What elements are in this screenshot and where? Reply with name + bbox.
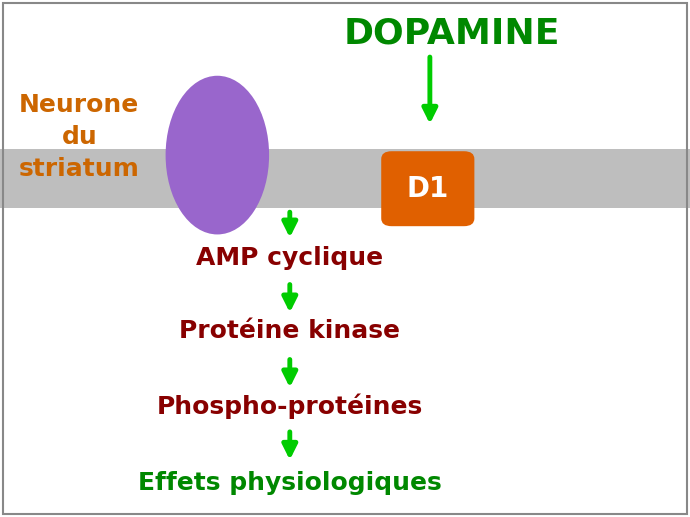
Text: D1: D1 (406, 175, 449, 203)
Bar (0, 149, 690, 208)
Text: AMP cyclique: AMP cyclique (196, 247, 384, 270)
Text: Protéine kinase: Protéine kinase (179, 319, 400, 343)
Text: Effets physiologiques: Effets physiologiques (138, 472, 442, 495)
Text: DOPAMINE: DOPAMINE (344, 17, 560, 51)
Text: Phospho-protéines: Phospho-protéines (157, 393, 423, 419)
Text: Neurone
du
striatum: Neurone du striatum (19, 94, 140, 180)
FancyBboxPatch shape (381, 151, 475, 226)
Ellipse shape (166, 76, 269, 234)
